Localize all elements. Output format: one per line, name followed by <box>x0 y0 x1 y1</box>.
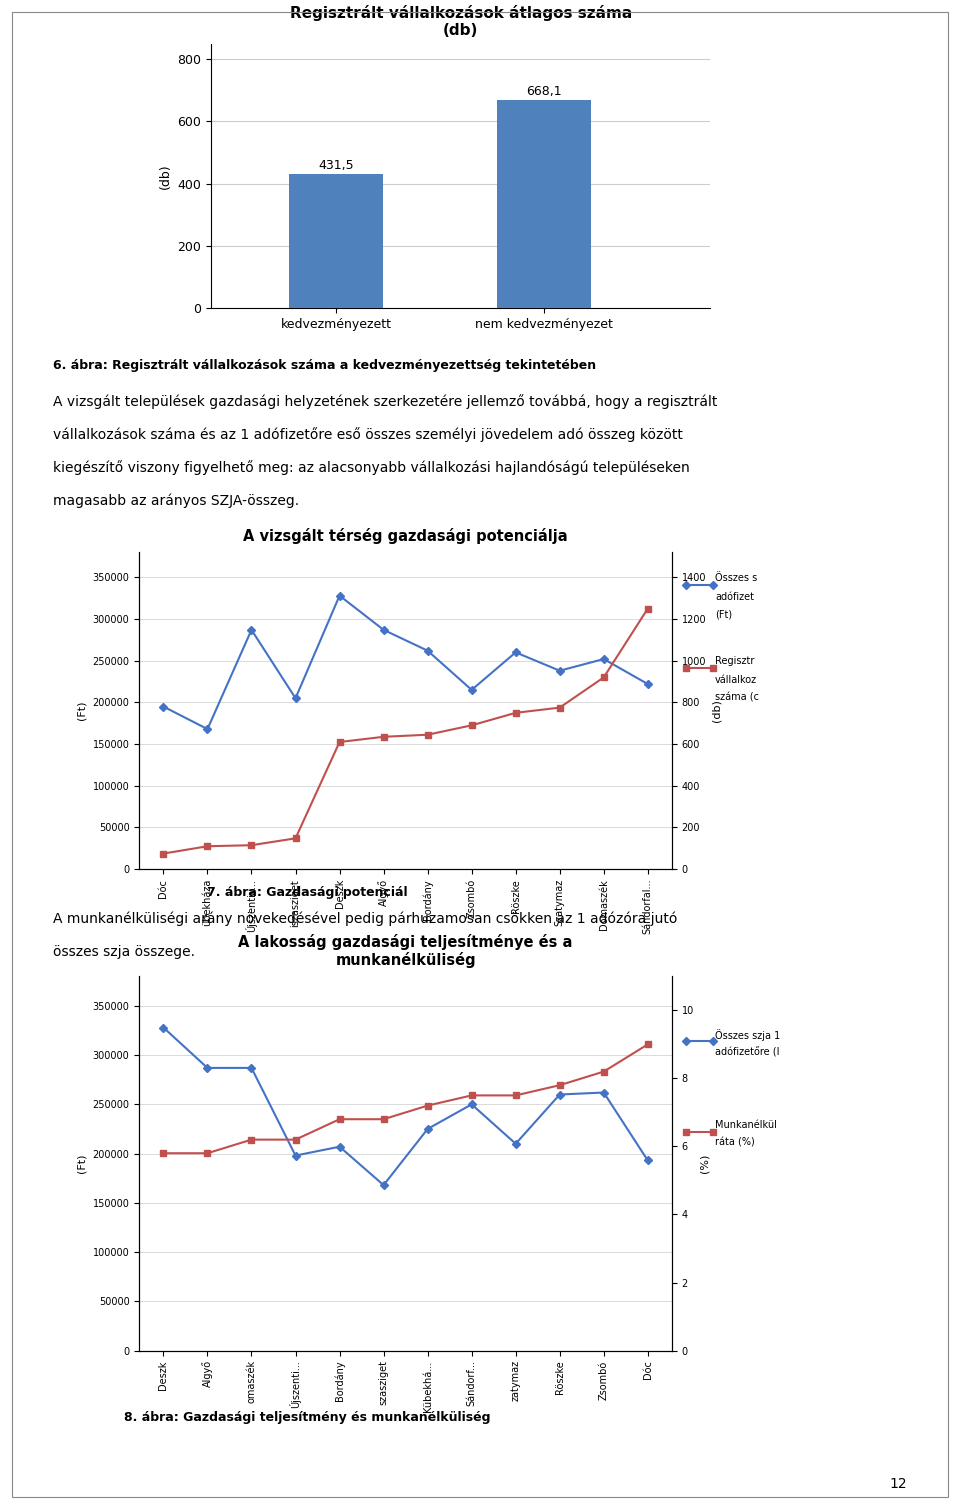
Text: ráta (%): ráta (%) <box>715 1138 755 1148</box>
Text: magasabb az arányos SZJA-összeg.: magasabb az arányos SZJA-összeg. <box>53 493 299 509</box>
Y-axis label: (Ft): (Ft) <box>77 1154 87 1172</box>
Title: A lakosság gazdasági teljesítménye és a
munkanélküliség: A lakosság gazdasági teljesítménye és a … <box>238 934 573 969</box>
Bar <box>289 174 383 308</box>
Text: 8. ábra: Gazdasági teljesítmény és munkanélküliség: 8. ábra: Gazdasági teljesítmény és munka… <box>124 1411 491 1424</box>
Text: A munkanélküliségi arány növekedésével pedig párhuzamosan csökken az 1 adózóra j: A munkanélküliségi arány növekedésével p… <box>53 911 677 927</box>
Text: 431,5: 431,5 <box>318 158 354 172</box>
Y-axis label: (db): (db) <box>159 163 172 189</box>
Text: Regisztr: Regisztr <box>715 656 755 667</box>
Text: vállalkoz: vállalkoz <box>715 675 757 685</box>
Text: Összes s: Összes s <box>715 573 757 584</box>
Title: Regisztrált vállalkozások átlagos száma
(db): Regisztrált vállalkozások átlagos száma … <box>290 5 632 38</box>
Y-axis label: (db): (db) <box>712 699 722 723</box>
Y-axis label: (%): (%) <box>700 1154 709 1172</box>
Text: Munkanélkül: Munkanélkül <box>715 1120 777 1130</box>
Text: 6. ábra: Regisztrált vállalkozások száma a kedvezményezettség tekintetében: 6. ábra: Regisztrált vállalkozások száma… <box>53 359 596 373</box>
Text: összes szja összege.: összes szja összege. <box>53 945 195 958</box>
Text: A vizsgált települések gazdasági helyzetének szerkezetére jellemző továbbá, hogy: A vizsgált települések gazdasági helyzet… <box>53 394 717 409</box>
Text: adófizet: adófizet <box>715 592 755 602</box>
Bar <box>497 100 590 308</box>
Text: Összes szja 1: Összes szja 1 <box>715 1029 780 1041</box>
Text: adófizetőre (I: adófizetőre (I <box>715 1047 780 1058</box>
Text: száma (c: száma (c <box>715 693 759 703</box>
Text: (Ft): (Ft) <box>715 610 732 620</box>
Text: kiegészítő viszony figyelhető meg: az alacsonyabb vállalkozási hajlandóságú tele: kiegészítő viszony figyelhető meg: az al… <box>53 460 689 475</box>
Text: vállalkozások száma és az 1 adófizetőre eső összes személyi jövedelem adó összeg: vállalkozások száma és az 1 adófizetőre … <box>53 427 683 442</box>
Text: 668,1: 668,1 <box>526 86 562 98</box>
Y-axis label: (Ft): (Ft) <box>77 702 87 720</box>
Title: A vizsgált térség gazdasági potenciálja: A vizsgált térség gazdasági potenciálja <box>243 528 568 545</box>
Text: 7. ábra: Gazdasági potenciál: 7. ábra: Gazdasági potenciál <box>207 886 407 899</box>
Text: 12: 12 <box>890 1477 907 1491</box>
